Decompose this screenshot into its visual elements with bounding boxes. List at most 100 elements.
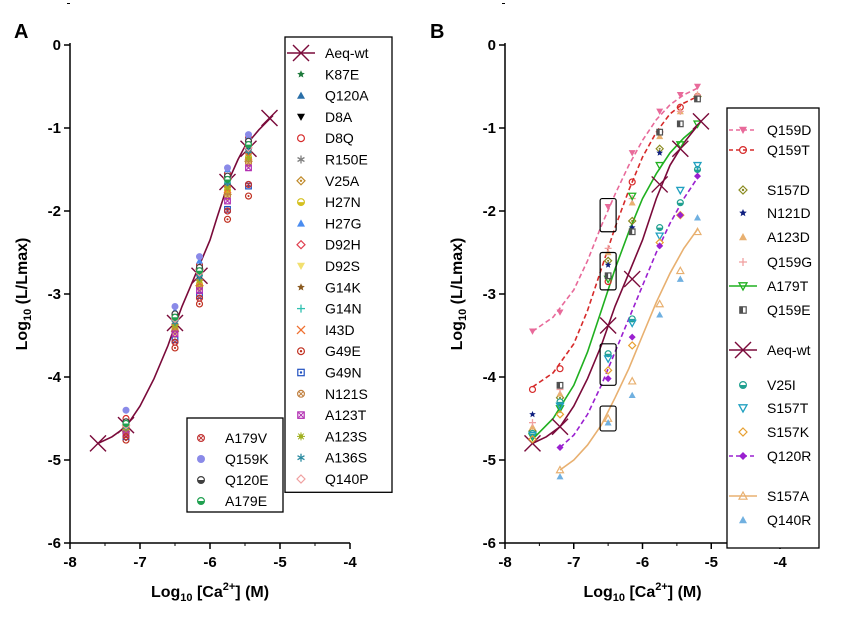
legend-marker [296,474,306,484]
legend-label: G49E [325,343,361,359]
legend-marker [297,389,306,398]
series-g14k [122,151,252,432]
y-tick-label: -4 [48,369,62,386]
data-point [656,224,664,232]
legend-marker [734,341,752,359]
y-tick-label: -1 [483,120,496,137]
data-point [599,317,617,335]
data-point [527,431,538,440]
series-q159t [528,92,702,394]
legend-marker [297,113,305,121]
legend-marker [737,282,749,292]
data-point [675,266,685,275]
data-point [556,309,564,316]
y-tick-label: -1 [48,120,61,137]
legend-label: D8Q [325,130,354,146]
data-point [223,215,232,223]
legend-entry-g14k: G14K [297,279,361,295]
legend-entry-s157k: S157K [738,424,810,440]
y-tick-label: -4 [483,369,497,386]
data-point [656,108,664,115]
panel-b-letter: B [430,21,444,43]
legend-label: I43D [325,322,355,338]
highlight-box [599,343,617,386]
data-point [604,244,612,252]
legend-marker [197,434,206,443]
legend-label: N121S [325,386,368,402]
legend-marker [297,219,305,227]
data-point [551,418,569,436]
data-point [671,140,689,158]
data-point [656,149,663,156]
series-v25i [528,165,702,438]
legend-entry-k87e: K87E [297,66,359,82]
y-tick-label: -5 [483,452,496,469]
data-point [628,315,636,323]
legend-marker [737,404,749,414]
legend-marker [739,258,747,266]
legend-label: S157A [767,488,810,504]
legend-entry-h27g: H27G [297,215,362,231]
fit-curve-a179t [531,125,699,440]
legend-entry-a123t: A123T [297,407,367,423]
legend-marker [297,304,305,313]
data-point [656,311,664,318]
legend-marker [296,175,306,186]
data-point [656,132,664,140]
data-point [171,338,179,346]
legend-marker [197,455,205,463]
data-point [604,350,612,358]
legend-entry-d92s: D92S [297,258,360,274]
data-point [528,434,537,444]
series-s157t [527,161,703,440]
data-point [244,141,253,149]
legend-marker [297,91,305,99]
data-point [692,227,703,236]
data-point [556,473,564,480]
series-a179e [122,141,253,428]
legend-label: A179E [225,493,267,509]
legend-entry-q120e: Q120E [197,472,269,488]
data-point [676,92,684,99]
data-point [676,199,684,207]
fit-curve [97,114,274,445]
legend-entry-d8q: D8Q [297,130,354,146]
legend-entry-q120r: Q120R [729,448,811,464]
data-point [556,365,564,373]
data-point [655,299,665,308]
data-point [171,313,179,321]
data-point [628,228,636,236]
legend-label: D8A [325,109,353,125]
series-n121s [122,159,253,436]
data-point [603,366,613,375]
data-point [694,214,701,221]
data-point [196,287,203,295]
data-point [692,120,703,129]
legend-marker [738,146,747,155]
data-point [604,419,612,426]
x-tick-label: -5 [273,554,286,571]
legend-label: D92H [325,237,361,253]
legend-marker [739,452,747,460]
legend-label: G49N [325,365,362,381]
data-point [651,175,669,193]
data-point [628,391,636,399]
legend-label: A123T [325,407,367,423]
legend-label: Q159D [767,122,811,138]
data-point [171,332,179,339]
data-point [196,257,203,264]
legend-marker [738,381,747,390]
legend-label: H27G [325,215,362,231]
data-point [676,107,684,115]
legend-label: Q159E [767,302,811,318]
legend-label: A123D [767,229,810,245]
legend-entry-q159g: Q159G [739,254,812,270]
legend-marker [292,44,310,62]
series-a179v [122,180,253,441]
x-tick-label: -6 [203,554,216,571]
legend-label: Q159T [767,142,810,158]
data-point [261,109,278,127]
legend-marker [297,70,305,78]
legend-marker [739,126,747,134]
